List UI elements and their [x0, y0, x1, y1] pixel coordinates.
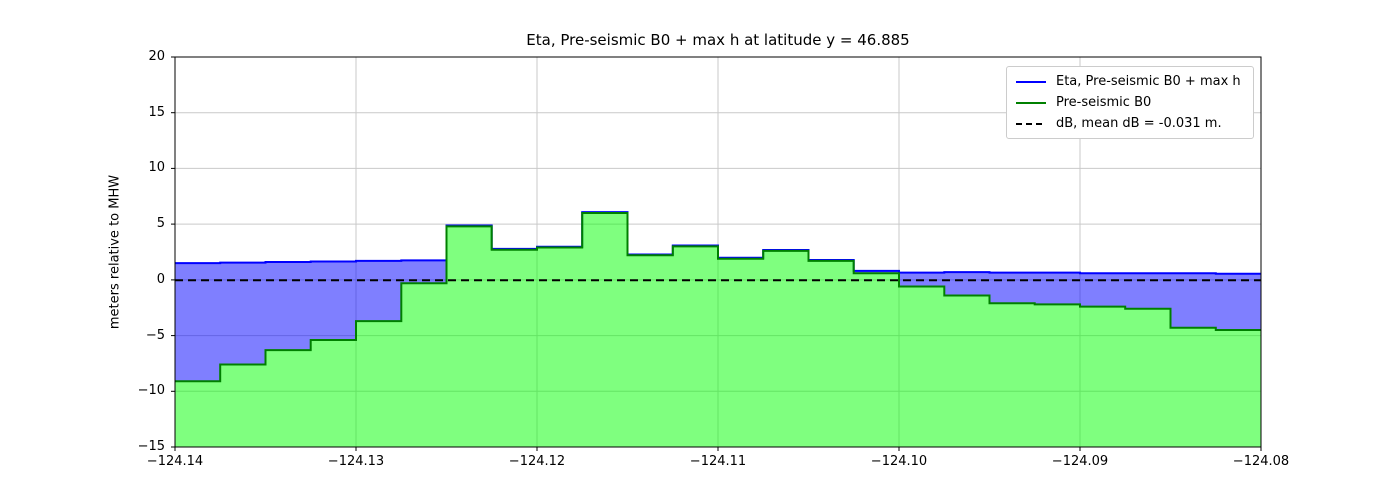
- legend-line-b0-icon: [1016, 101, 1046, 104]
- legend-line-db-icon: [1016, 122, 1046, 125]
- legend-entry-db: dB, mean dB = -0.031 m.: [1015, 113, 1245, 134]
- y-tick-label: −15: [137, 439, 165, 454]
- y-tick-label: 15: [148, 105, 165, 120]
- legend-entry-b0: Pre-seismic B0: [1015, 92, 1245, 113]
- y-tick-label: 10: [148, 160, 165, 175]
- legend-label-eta: Eta, Pre-seismic B0 + max h: [1056, 74, 1241, 89]
- legend: Eta, Pre-seismic B0 + max h Pre-seismic …: [1006, 66, 1254, 139]
- chart-title: Eta, Pre-seismic B0 + max h at latitude …: [526, 31, 910, 49]
- x-tick-label: −124.14: [146, 454, 204, 469]
- y-tick-label: −5: [145, 328, 165, 343]
- legend-entry-eta: Eta, Pre-seismic B0 + max h: [1015, 71, 1245, 92]
- x-tick-label: −124.08: [1232, 454, 1290, 469]
- x-tick-label: −124.13: [327, 454, 385, 469]
- y-tick-label: 20: [148, 49, 165, 64]
- legend-label-b0: Pre-seismic B0: [1056, 95, 1152, 110]
- x-tick-label: −124.11: [689, 454, 747, 469]
- legend-label-db: dB, mean dB = -0.031 m.: [1056, 116, 1222, 131]
- y-tick-label: 0: [156, 272, 165, 287]
- y-axis-label: meters relative to MHW: [107, 174, 123, 330]
- b0-line: [175, 212, 1261, 383]
- x-tick-label: −124.09: [1051, 454, 1109, 469]
- x-tick-label: −124.12: [508, 454, 566, 469]
- legend-line-eta-icon: [1016, 80, 1046, 83]
- y-tick-label: 5: [156, 216, 165, 231]
- y-tick-label: −10: [137, 383, 165, 398]
- x-tick-label: −124.10: [870, 454, 928, 469]
